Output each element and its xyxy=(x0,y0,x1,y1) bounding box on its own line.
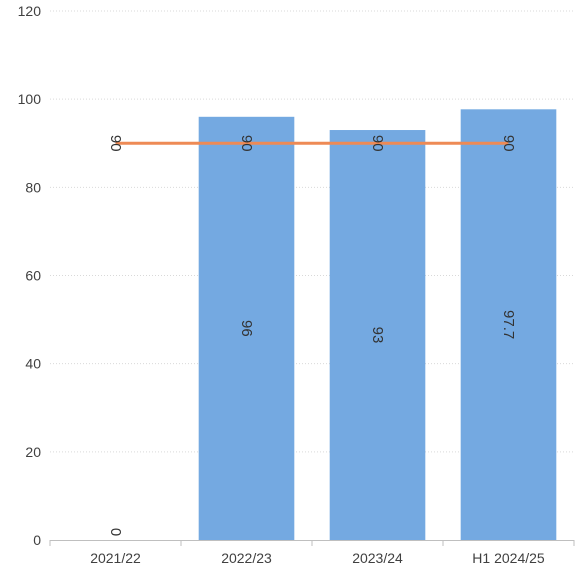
x-axis xyxy=(49,540,575,546)
bar-H1 2024/25 xyxy=(460,109,557,540)
bar-data-label-2022/23: 96 xyxy=(238,320,255,337)
y-tick-label-60: 60 xyxy=(25,268,41,284)
y-tick-label-80: 80 xyxy=(25,179,41,195)
line-data-label-H1 2024/25: 90 xyxy=(500,135,517,152)
line-data-label-2023/24: 90 xyxy=(369,135,386,152)
y-tick-label-120: 120 xyxy=(18,3,42,19)
y-tick-label-40: 40 xyxy=(25,356,41,372)
x-category-label: 2023/24 xyxy=(352,550,403,566)
bar-data-label-H1 2024/25: 97.7 xyxy=(500,310,517,339)
line-data-label-2021/22: 90 xyxy=(107,135,124,152)
x-category-label: 2021/22 xyxy=(90,550,141,566)
bar-series xyxy=(198,109,557,541)
y-axis-tick-labels: 0 20 40 60 80 100 120 xyxy=(18,3,42,548)
y-tick-label-100: 100 xyxy=(18,91,42,107)
bar-data-label-2021/22: 0 xyxy=(107,528,124,536)
bar-2023/24 xyxy=(329,130,426,540)
x-axis-category-labels: 2021/22 2022/23 2023/24 H1 2024/25 xyxy=(90,550,545,566)
gridlines xyxy=(50,10,574,453)
line-data-label-2022/23: 90 xyxy=(238,135,255,152)
x-category-label: 2022/23 xyxy=(221,550,272,566)
x-category-label: H1 2024/25 xyxy=(472,550,545,566)
y-tick-label-20: 20 xyxy=(25,444,41,460)
bar-data-label-2023/24: 93 xyxy=(369,327,386,344)
y-tick-label-0: 0 xyxy=(33,532,41,548)
bar-2022/23 xyxy=(198,116,295,541)
data-labels: 0 96 93 97.7 90 90 90 90 xyxy=(107,135,517,536)
